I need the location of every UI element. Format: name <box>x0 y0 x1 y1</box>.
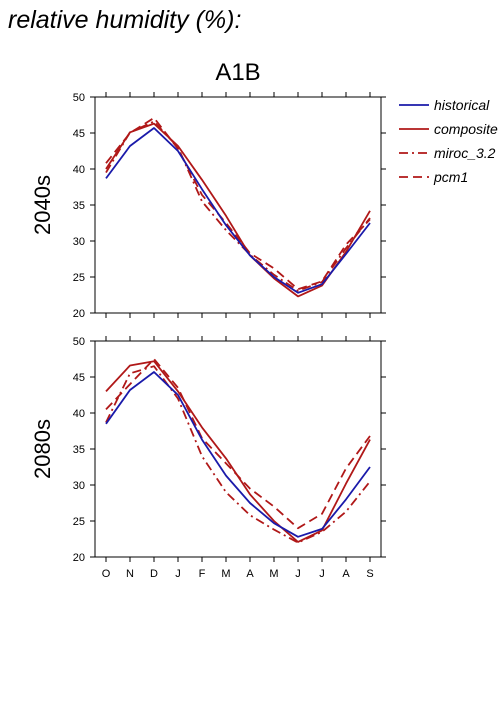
series-line-historical <box>105 127 371 294</box>
x-tick-label: O <box>102 568 111 580</box>
row-label-2080s: 2080s <box>30 419 55 479</box>
series-line-composite <box>105 122 371 298</box>
page-title: relative humidity (%): <box>8 6 242 34</box>
panel-2080s: 20 25 30 35 40 45 50 O N D J F M A M J J A S 2080s <box>30 336 386 580</box>
y-tick-label: 40 <box>73 408 85 420</box>
legend-item-pcm1: pcm1 <box>399 169 468 185</box>
x-tick-label: A <box>246 568 254 580</box>
x-tick-label: S <box>366 568 373 580</box>
y-tick-label: 25 <box>73 516 85 528</box>
y-tick-label: 20 <box>73 552 85 564</box>
x-tick-label: N <box>126 568 134 580</box>
legend-item-composite: composite <box>399 121 498 137</box>
y-tick-label: 25 <box>73 272 85 284</box>
y-tick-label: 50 <box>73 336 85 348</box>
legend-label: miroc_3.2 <box>434 145 496 161</box>
y-tick-label: 20 <box>73 308 85 320</box>
y-tick-label: 35 <box>73 200 85 212</box>
x-tick-label: J <box>319 568 325 580</box>
series-line-miroc <box>105 120 371 292</box>
x-tick-label: J <box>295 568 301 580</box>
legend-item-miroc: miroc_3.2 <box>399 145 496 161</box>
x-tick-label: M <box>221 568 230 580</box>
x-tick-label: A <box>342 568 350 580</box>
x-tick-label: F <box>199 568 206 580</box>
legend-label: historical <box>434 97 490 113</box>
series-line-miroc <box>105 365 371 544</box>
legend: historical composite miroc_3.2 pcm1 <box>399 97 498 185</box>
y-tick-label: 30 <box>73 480 85 492</box>
series-line-pcm1 <box>105 117 371 291</box>
panels: 20 25 30 35 40 45 50 2040s 20 25 30 35 40 45 50 O N D J F M A… <box>30 92 386 580</box>
scenario-label: A1B <box>215 59 260 86</box>
legend-label: pcm1 <box>433 169 468 185</box>
scenario-label-group: A1B <box>215 59 260 86</box>
y-tick-label: 50 <box>73 92 85 104</box>
row-label-2040s: 2040s <box>30 175 55 235</box>
legend-label: composite <box>434 121 498 137</box>
plot-frame <box>94 340 382 558</box>
x-tick-label: J <box>175 568 181 580</box>
y-tick-label: 40 <box>73 164 85 176</box>
y-tick-label: 45 <box>73 128 85 140</box>
y-tick-label: 45 <box>73 372 85 384</box>
series-line-historical <box>105 371 371 538</box>
y-tick-label: 30 <box>73 236 85 248</box>
series-line-composite <box>105 360 371 543</box>
legend-item-historical: historical <box>399 97 490 113</box>
x-tick-label: M <box>269 568 278 580</box>
panel-2040s: 20 25 30 35 40 45 50 2040s <box>30 92 386 320</box>
x-tick-label: D <box>150 568 158 580</box>
y-tick-label: 35 <box>73 444 85 456</box>
